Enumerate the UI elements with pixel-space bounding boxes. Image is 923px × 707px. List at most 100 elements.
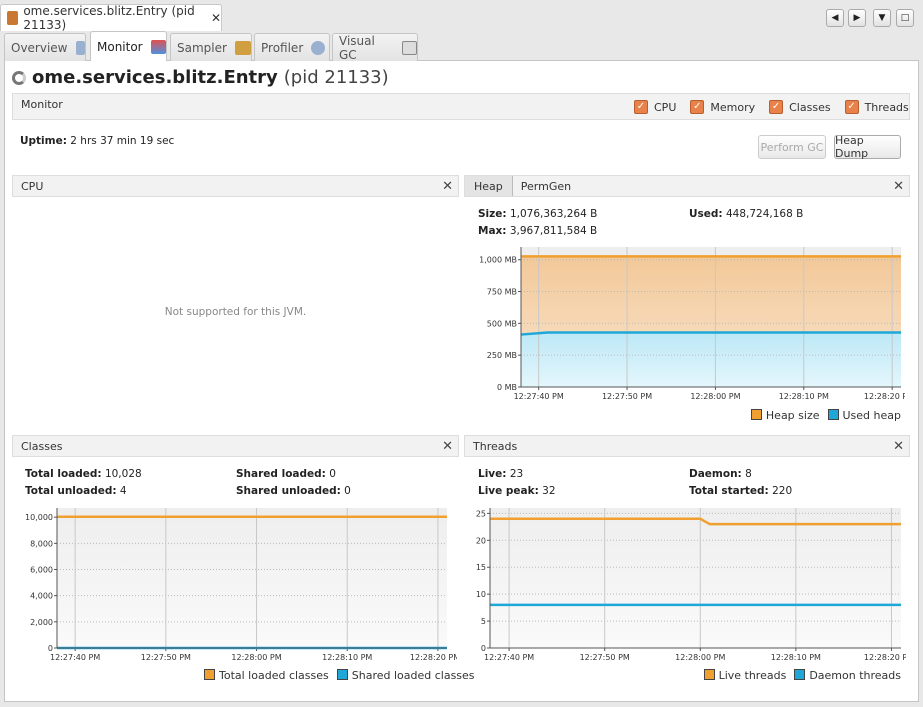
pid: (pid 21133) <box>283 67 389 88</box>
tab-overview[interactable]: Overview <box>4 33 86 61</box>
close-icon[interactable]: ✕ <box>893 179 904 194</box>
page-title: ome.services.blitz.Entry (pid 21133) <box>12 67 389 88</box>
legend-heap-size: Heap size <box>750 409 820 422</box>
visual-gc-icon <box>401 40 417 55</box>
x-tick-label: 12:27:50 PM <box>602 392 652 401</box>
label: Total unloaded: <box>25 485 117 497</box>
tab-label: Sampler <box>177 40 227 55</box>
y-tick-label: 2,000 <box>30 618 53 627</box>
cpu-checkbox[interactable]: ✓ CPU <box>634 100 676 114</box>
label: Shared loaded: <box>236 468 326 480</box>
heap-legend: Heap size Used heap <box>750 409 901 422</box>
tab-monitor[interactable]: Monitor <box>90 31 167 61</box>
uptime-label: Uptime: <box>20 135 67 147</box>
heap-dump-button[interactable]: Heap Dump <box>834 134 901 160</box>
loading-icon <box>12 70 26 85</box>
close-icon[interactable]: ✕ <box>893 439 904 454</box>
x-tick-label: 12:28:00 PM <box>690 392 740 401</box>
x-tick-label: 12:28:10 PM <box>779 392 829 401</box>
cpu-message: Not supported for this JVM. <box>164 306 307 318</box>
x-tick-label: 12:28:10 PM <box>771 653 821 662</box>
y-tick-label: 250 MB <box>487 351 517 360</box>
legend-live-threads: Live threads <box>703 669 786 682</box>
close-icon[interactable]: ✕ <box>442 439 453 454</box>
heap-size: Size: 1,076,363,264 B <box>478 208 597 220</box>
java-icon <box>7 11 19 25</box>
uptime-value: 2 hrs 37 min 19 sec <box>70 135 175 147</box>
value: 10,028 <box>104 468 142 480</box>
classes-chart: 0 2,000 4,000 6,000 8,000 10,000 12:27:40 PM 12… <box>25 508 457 662</box>
scroll-right-button[interactable]: ▶ <box>848 9 866 27</box>
panel-title: Threads <box>473 439 518 453</box>
document-tab[interactable]: ome.services.blitz.Entry (pid 21133) ✕ <box>0 4 222 32</box>
x-tick-label: 12:27:40 PM <box>514 392 564 401</box>
live-peak: Live peak: 32 <box>478 485 556 497</box>
x-tick-label: 12:28:20 PM <box>864 653 906 662</box>
perform-gc-button[interactable]: Perform GC <box>758 135 826 159</box>
sampler-icon <box>234 40 251 55</box>
x-tick-label: 12:27:50 PM <box>141 653 191 662</box>
y-tick-label: 20 <box>476 536 486 545</box>
value: 0 <box>329 468 336 480</box>
tab-label: Profiler <box>261 40 304 55</box>
check-icon: ✓ <box>634 100 648 114</box>
x-tick-label: 12:28:00 PM <box>675 653 725 662</box>
value: 220 <box>772 485 793 497</box>
live-threads: Live: 23 <box>478 468 523 480</box>
tab-heap[interactable]: Heap <box>465 176 513 196</box>
tab-label: Visual GC <box>339 33 375 62</box>
close-tab-icon[interactable]: ✕ <box>210 11 221 25</box>
y-tick-label: 0 <box>48 644 53 653</box>
tab-permgen[interactable]: PermGen <box>520 179 572 193</box>
label: Size: <box>478 208 507 220</box>
heap-used: Used: 448,724,168 B <box>689 208 803 220</box>
maximize-button[interactable]: □ <box>896 9 914 27</box>
heap-max: Max: 3,967,811,584 B <box>478 225 597 237</box>
value: 0 <box>344 485 351 497</box>
x-tick-label: 12:28:20 PM <box>410 653 457 662</box>
scroll-left-button[interactable]: ◀ <box>826 9 844 27</box>
tab-profiler[interactable]: Profiler <box>254 33 330 61</box>
check-icon: ✓ <box>690 100 705 114</box>
value: 3,967,811,584 B <box>509 225 598 237</box>
classes-checkbox[interactable]: ✓ Classes <box>769 100 831 114</box>
memory-checkbox[interactable]: ✓ Memory <box>690 100 755 114</box>
legend-shared-loaded: Shared loaded classes <box>336 669 475 682</box>
label: Live peak: <box>478 485 539 497</box>
value: 8 <box>745 468 752 480</box>
y-tick-label: 5 <box>481 617 486 626</box>
label: Total loaded: <box>25 468 102 480</box>
x-tick-label: 12:28:10 PM <box>322 653 372 662</box>
label: Total started: <box>689 485 769 497</box>
shared-loaded: Shared loaded: 0 <box>236 468 336 480</box>
heap-panel-header: Heap PermGen ✕ <box>464 175 910 197</box>
total-unloaded: Total unloaded: 4 <box>25 485 127 497</box>
tab-label: Monitor <box>97 39 143 54</box>
tab-visual-gc[interactable]: Visual GC <box>332 33 418 62</box>
threads-checkbox[interactable]: ✓ Threads <box>844 100 909 114</box>
cpu-panel-header: CPU ✕ <box>12 175 459 197</box>
value: 4 <box>119 485 127 497</box>
close-icon[interactable]: ✕ <box>442 179 453 194</box>
y-tick-label: 6,000 <box>30 565 53 574</box>
x-tick-label: 12:27:40 PM <box>484 653 534 662</box>
tab-sampler[interactable]: Sampler <box>170 33 252 61</box>
value: 1,076,363,264 B <box>509 208 598 220</box>
y-tick-label: 1,000 MB <box>479 256 517 265</box>
heap-chart: 0 MB 250 MB 500 MB 750 MB 1,000 MB 12:27:40 P… <box>479 247 905 401</box>
classes-panel-header: Classes ✕ <box>12 435 459 457</box>
y-tick-label: 500 MB <box>487 319 517 328</box>
label: Shared unloaded: <box>236 485 341 497</box>
check-icon: ✓ <box>844 100 859 114</box>
threads-panel-header: Threads ✕ <box>464 435 910 457</box>
total-started: Total started: 220 <box>689 485 792 497</box>
y-tick-label: 15 <box>476 563 486 572</box>
tab-list-button[interactable]: ▼ <box>873 9 891 27</box>
x-tick-label: 12:27:40 PM <box>50 653 100 662</box>
label: Max: <box>478 225 507 237</box>
legend-used-heap: Used heap <box>827 409 901 422</box>
panel-title: CPU <box>21 179 44 193</box>
plot-background <box>57 508 447 648</box>
y-tick-label: 4,000 <box>30 592 53 601</box>
y-tick-label: 10,000 <box>25 513 53 522</box>
